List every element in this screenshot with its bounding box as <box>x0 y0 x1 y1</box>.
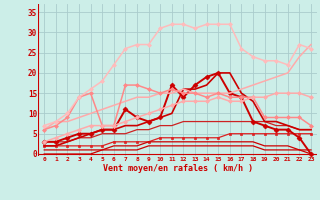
X-axis label: Vent moyen/en rafales ( km/h ): Vent moyen/en rafales ( km/h ) <box>103 164 252 173</box>
